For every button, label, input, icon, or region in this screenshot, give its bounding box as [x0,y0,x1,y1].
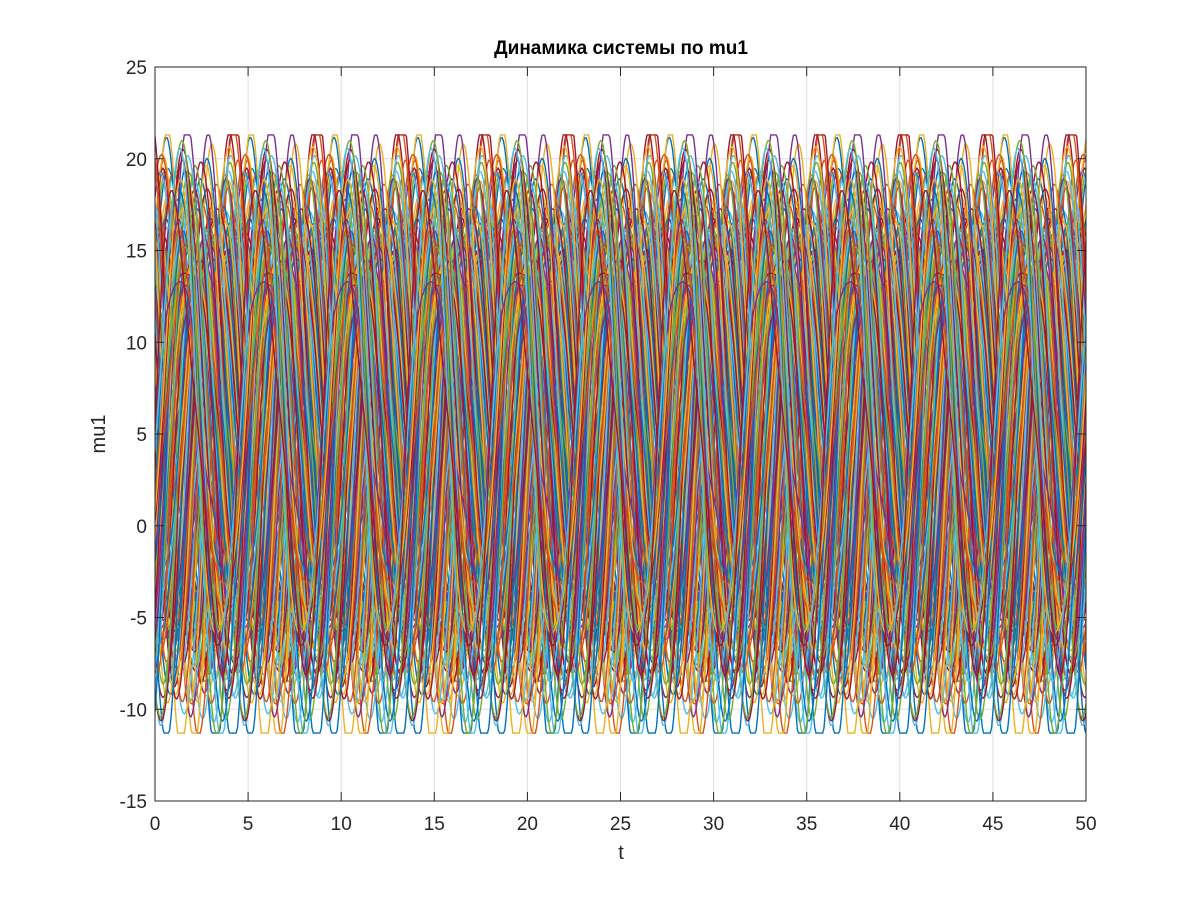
x-tick-label: 5 [243,814,254,835]
y-tick-label: -5 [130,609,147,630]
x-tick-label: 10 [331,814,352,835]
x-axis-label: t [618,842,624,864]
x-tick-label: 50 [1075,814,1096,835]
axis-ticks [154,66,1087,802]
x-tick-labels: 0 5 10 15 20 25 30 35 40 45 50 [150,814,1097,835]
series-line [155,241,1086,660]
x-tick-label: 40 [889,814,910,835]
series-lines [155,134,1086,734]
x-tick-label: 0 [150,814,161,835]
x-tick-label: 25 [610,814,631,835]
series-line [155,148,1086,699]
series-line [155,229,1086,585]
y-tick-label: -10 [120,700,147,721]
x-tick-label: 45 [982,814,1003,835]
y-tick-label: 20 [126,150,147,171]
series-line [155,189,1086,676]
series-line [155,147,1086,683]
y-tick-label: 25 [126,58,147,79]
y-tick-label: 10 [126,333,147,354]
x-tick-label: 35 [796,814,817,835]
series-line [155,177,1086,734]
y-axis-label: mu1 [88,415,110,454]
y-tick-label: 5 [136,425,147,446]
y-tick-labels: -15 -10 -5 0 5 10 15 20 25 [120,58,147,813]
y-tick-label: 0 [136,517,147,538]
y-tick-label: 15 [126,242,147,263]
chart-title: Динамика системы по mu1 [494,38,748,59]
x-tick-label: 15 [424,814,445,835]
y-tick-label: -15 [120,792,147,813]
x-tick-label: 30 [703,814,724,835]
x-tick-label: 20 [517,814,538,835]
